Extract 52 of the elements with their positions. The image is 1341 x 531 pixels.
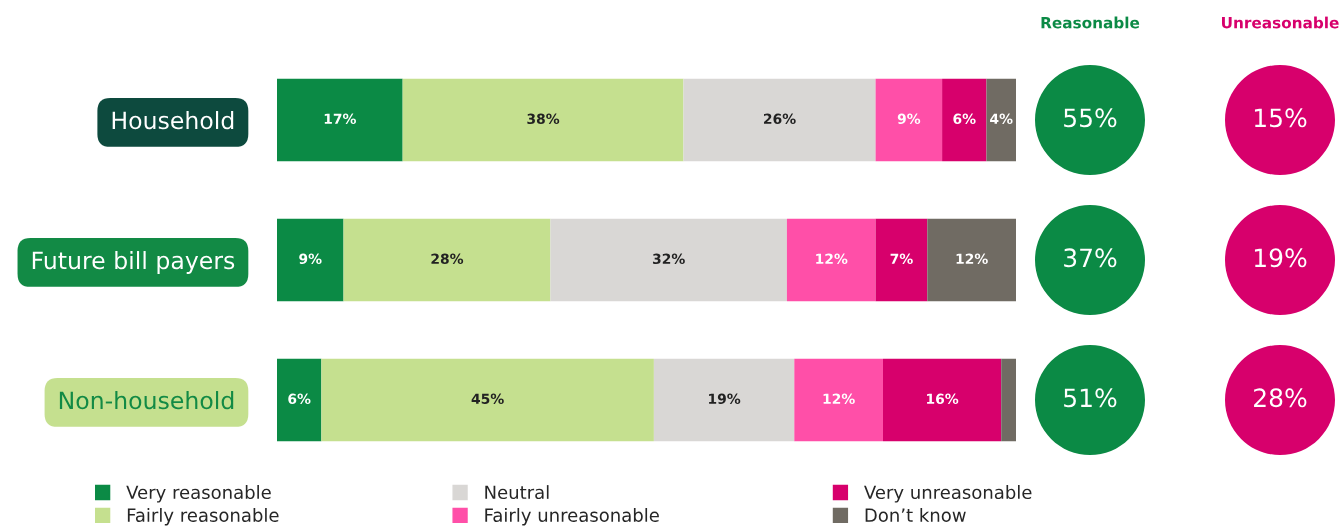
- data-label: 6%: [953, 113, 976, 125]
- bar: [277, 78, 403, 162]
- data-label: 7%: [890, 253, 913, 265]
- y-tick-label: Future bill payers: [32, 251, 235, 274]
- bar: [794, 358, 883, 442]
- data-label: 12%: [823, 393, 855, 405]
- text: 15%: [1254, 108, 1307, 128]
- bar: [683, 78, 876, 162]
- text: Unreasonable: [1222, 16, 1339, 29]
- bar: [277, 358, 322, 442]
- y-tick-label: Household: [112, 111, 234, 130]
- bar: [942, 78, 987, 162]
- text: 55%: [1064, 108, 1117, 128]
- text: 51%: [1064, 388, 1117, 408]
- data-label: 4%: [990, 113, 1013, 125]
- legend-label: Fairly reasonable: [127, 508, 279, 526]
- y-tick-label: Non-household: [59, 391, 234, 410]
- text: 28%: [1254, 388, 1307, 408]
- data-label: 32%: [652, 253, 685, 265]
- legend-label: Very unreasonable: [864, 485, 1032, 503]
- text: Reasonable: [1041, 16, 1140, 29]
- text: 19%: [1254, 248, 1307, 268]
- bar: [986, 78, 1016, 162]
- text: 37%: [1064, 248, 1117, 268]
- bar: [277, 218, 344, 302]
- bar: [786, 218, 876, 302]
- data-label: 12%: [956, 253, 988, 265]
- data-label: 9%: [299, 253, 322, 265]
- data-label: 16%: [927, 393, 959, 405]
- data-label: 45%: [471, 393, 504, 405]
- bar: [550, 218, 787, 302]
- bar: [402, 78, 684, 162]
- bar: [343, 218, 551, 302]
- data-label: 6%: [288, 393, 311, 405]
- bar: [927, 218, 1016, 302]
- data-label: 12%: [816, 253, 848, 265]
- data-label: 19%: [709, 393, 741, 405]
- bar: [1001, 358, 1016, 442]
- legend-label: Fairly unreasonable: [485, 508, 659, 526]
- bar: [882, 358, 1002, 442]
- data-label: 26%: [764, 113, 796, 125]
- bar: [653, 358, 795, 442]
- bar: [875, 78, 943, 162]
- bar: [321, 358, 654, 442]
- data-label: 17%: [324, 113, 356, 125]
- legend-label: Very reasonable: [126, 485, 271, 503]
- legend-label: Don’t know: [865, 508, 966, 522]
- data-label: 28%: [431, 253, 464, 265]
- data-label: 9%: [897, 113, 921, 125]
- legend-label: Neutral: [485, 485, 549, 500]
- bar: [875, 218, 928, 302]
- data-label: 38%: [527, 113, 560, 125]
